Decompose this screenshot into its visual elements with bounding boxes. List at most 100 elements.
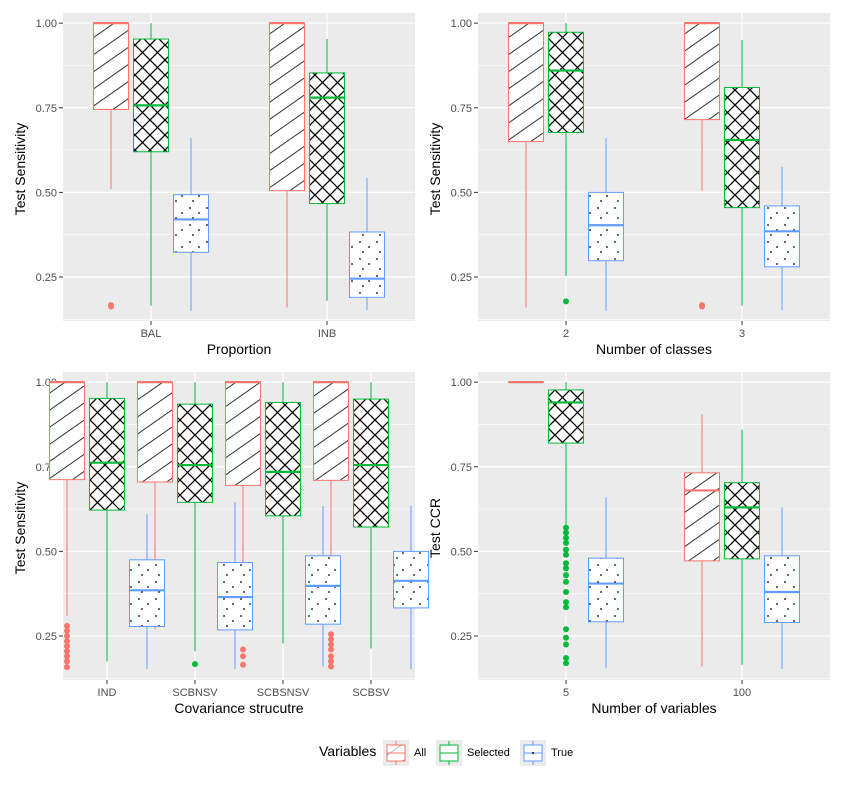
box-outline bbox=[764, 205, 800, 268]
x-axis-title: Number of variables bbox=[591, 700, 716, 716]
box-all bbox=[49, 381, 85, 671]
box-all bbox=[508, 22, 544, 308]
box-pattern bbox=[724, 87, 760, 208]
x-tick-label: INB bbox=[318, 328, 336, 340]
box-pattern bbox=[309, 72, 345, 204]
box-true bbox=[349, 177, 385, 311]
y-axis-title: Test Sensitivity bbox=[427, 123, 443, 216]
box-pattern bbox=[588, 192, 624, 261]
box-outline bbox=[133, 38, 169, 153]
box-selected bbox=[724, 40, 760, 306]
box-pattern bbox=[548, 389, 584, 444]
box-outline bbox=[89, 397, 125, 511]
x-axis-title: Proportion bbox=[207, 341, 272, 357]
x-tick-label: SCBSNSV bbox=[257, 687, 310, 699]
box-outline bbox=[349, 231, 385, 298]
x-tick-label: BAL bbox=[141, 328, 162, 340]
outlier-point bbox=[563, 578, 569, 585]
legend-label-all: All bbox=[414, 747, 426, 759]
outlier-point bbox=[563, 589, 569, 595]
x-tick-label: 100 bbox=[733, 687, 751, 699]
outlier-point bbox=[563, 298, 569, 305]
y-tick-label: 1.00 bbox=[451, 377, 472, 389]
box-outline bbox=[724, 86, 760, 209]
outlier-point bbox=[563, 634, 569, 641]
box-pattern bbox=[269, 23, 305, 191]
box-outline bbox=[309, 72, 345, 205]
box-all bbox=[313, 381, 349, 670]
box-outline bbox=[764, 555, 800, 623]
box-pattern bbox=[349, 231, 385, 298]
x-axis-title: Number of classes bbox=[596, 341, 712, 357]
x-tick-label: 2 bbox=[563, 328, 569, 340]
box-pattern bbox=[173, 194, 209, 253]
legend-label-true: True bbox=[551, 747, 573, 759]
box-selected bbox=[177, 382, 213, 668]
box-outline bbox=[305, 555, 341, 625]
y-tick-label: 0.50 bbox=[451, 546, 472, 558]
y-tick-label: 1.00 bbox=[36, 18, 57, 30]
outlier-point bbox=[699, 303, 705, 310]
box-outline bbox=[353, 398, 389, 528]
box-outline bbox=[173, 194, 209, 253]
outlier-point bbox=[563, 660, 569, 667]
outlier-point bbox=[563, 539, 569, 546]
box-pattern bbox=[49, 382, 85, 480]
legend-title: Variables bbox=[319, 743, 376, 759]
x-tick-label: 5 bbox=[563, 687, 569, 699]
outlier-point bbox=[563, 546, 569, 553]
box-true bbox=[129, 514, 165, 670]
outlier-point bbox=[563, 655, 569, 661]
outlier-point bbox=[64, 638, 70, 645]
box-pattern bbox=[764, 205, 800, 267]
y-tick-label: 0.75 bbox=[451, 462, 472, 474]
box-pattern bbox=[313, 382, 349, 481]
legend: Variables All Selected True bbox=[319, 740, 573, 766]
box-true bbox=[393, 505, 429, 670]
outlier-point bbox=[64, 633, 70, 639]
outlier-point bbox=[64, 658, 70, 665]
box-selected bbox=[724, 429, 760, 665]
y-tick-label: 1.00 bbox=[451, 18, 472, 30]
outlier-point bbox=[563, 551, 569, 558]
y-tick-label: 0.25 bbox=[36, 631, 57, 643]
box-outline bbox=[177, 403, 213, 503]
y-tick-label: 0.75 bbox=[36, 103, 57, 115]
box-selected bbox=[548, 23, 584, 305]
outlier-point bbox=[64, 664, 70, 671]
box-outline bbox=[724, 482, 760, 560]
panel-proportion: 0.25 0.50 0.75 1.00 BAL INB Proportion Test S… bbox=[12, 13, 415, 357]
outlier-point bbox=[328, 653, 334, 660]
outlier-point bbox=[64, 648, 70, 655]
box-selected bbox=[548, 382, 584, 667]
box-outline bbox=[588, 557, 624, 623]
box-outline bbox=[129, 559, 165, 628]
legend-label-selected: Selected bbox=[467, 747, 510, 759]
box-pattern bbox=[137, 382, 173, 482]
box-outline bbox=[684, 472, 720, 562]
outlier-point bbox=[563, 524, 569, 531]
outlier-point bbox=[563, 534, 569, 541]
y-tick-label: 0.50 bbox=[36, 187, 57, 199]
box-true bbox=[173, 138, 209, 311]
outlier-point bbox=[64, 653, 70, 660]
box-pattern bbox=[724, 482, 760, 559]
legend-item-selected: Selected bbox=[436, 740, 510, 766]
box-pattern bbox=[133, 39, 169, 152]
x-axis-title: Covariance strucutre bbox=[174, 700, 303, 716]
box-true bbox=[217, 502, 253, 670]
legend-item-all: All bbox=[383, 740, 426, 766]
box-true bbox=[305, 505, 341, 667]
box-all bbox=[684, 22, 720, 310]
box-pattern bbox=[93, 23, 129, 110]
plot-area: 0.25 0.50 0.75 1.00 5 100 bbox=[451, 372, 830, 699]
outlier-point bbox=[192, 661, 198, 668]
outlier-point bbox=[240, 653, 246, 660]
outlier-point bbox=[108, 303, 114, 310]
box-selected bbox=[309, 39, 345, 301]
box-selected bbox=[89, 382, 125, 662]
outlier-point bbox=[64, 643, 70, 650]
outlier-point bbox=[240, 661, 246, 668]
x-tick-label: SCBSV bbox=[352, 687, 390, 699]
